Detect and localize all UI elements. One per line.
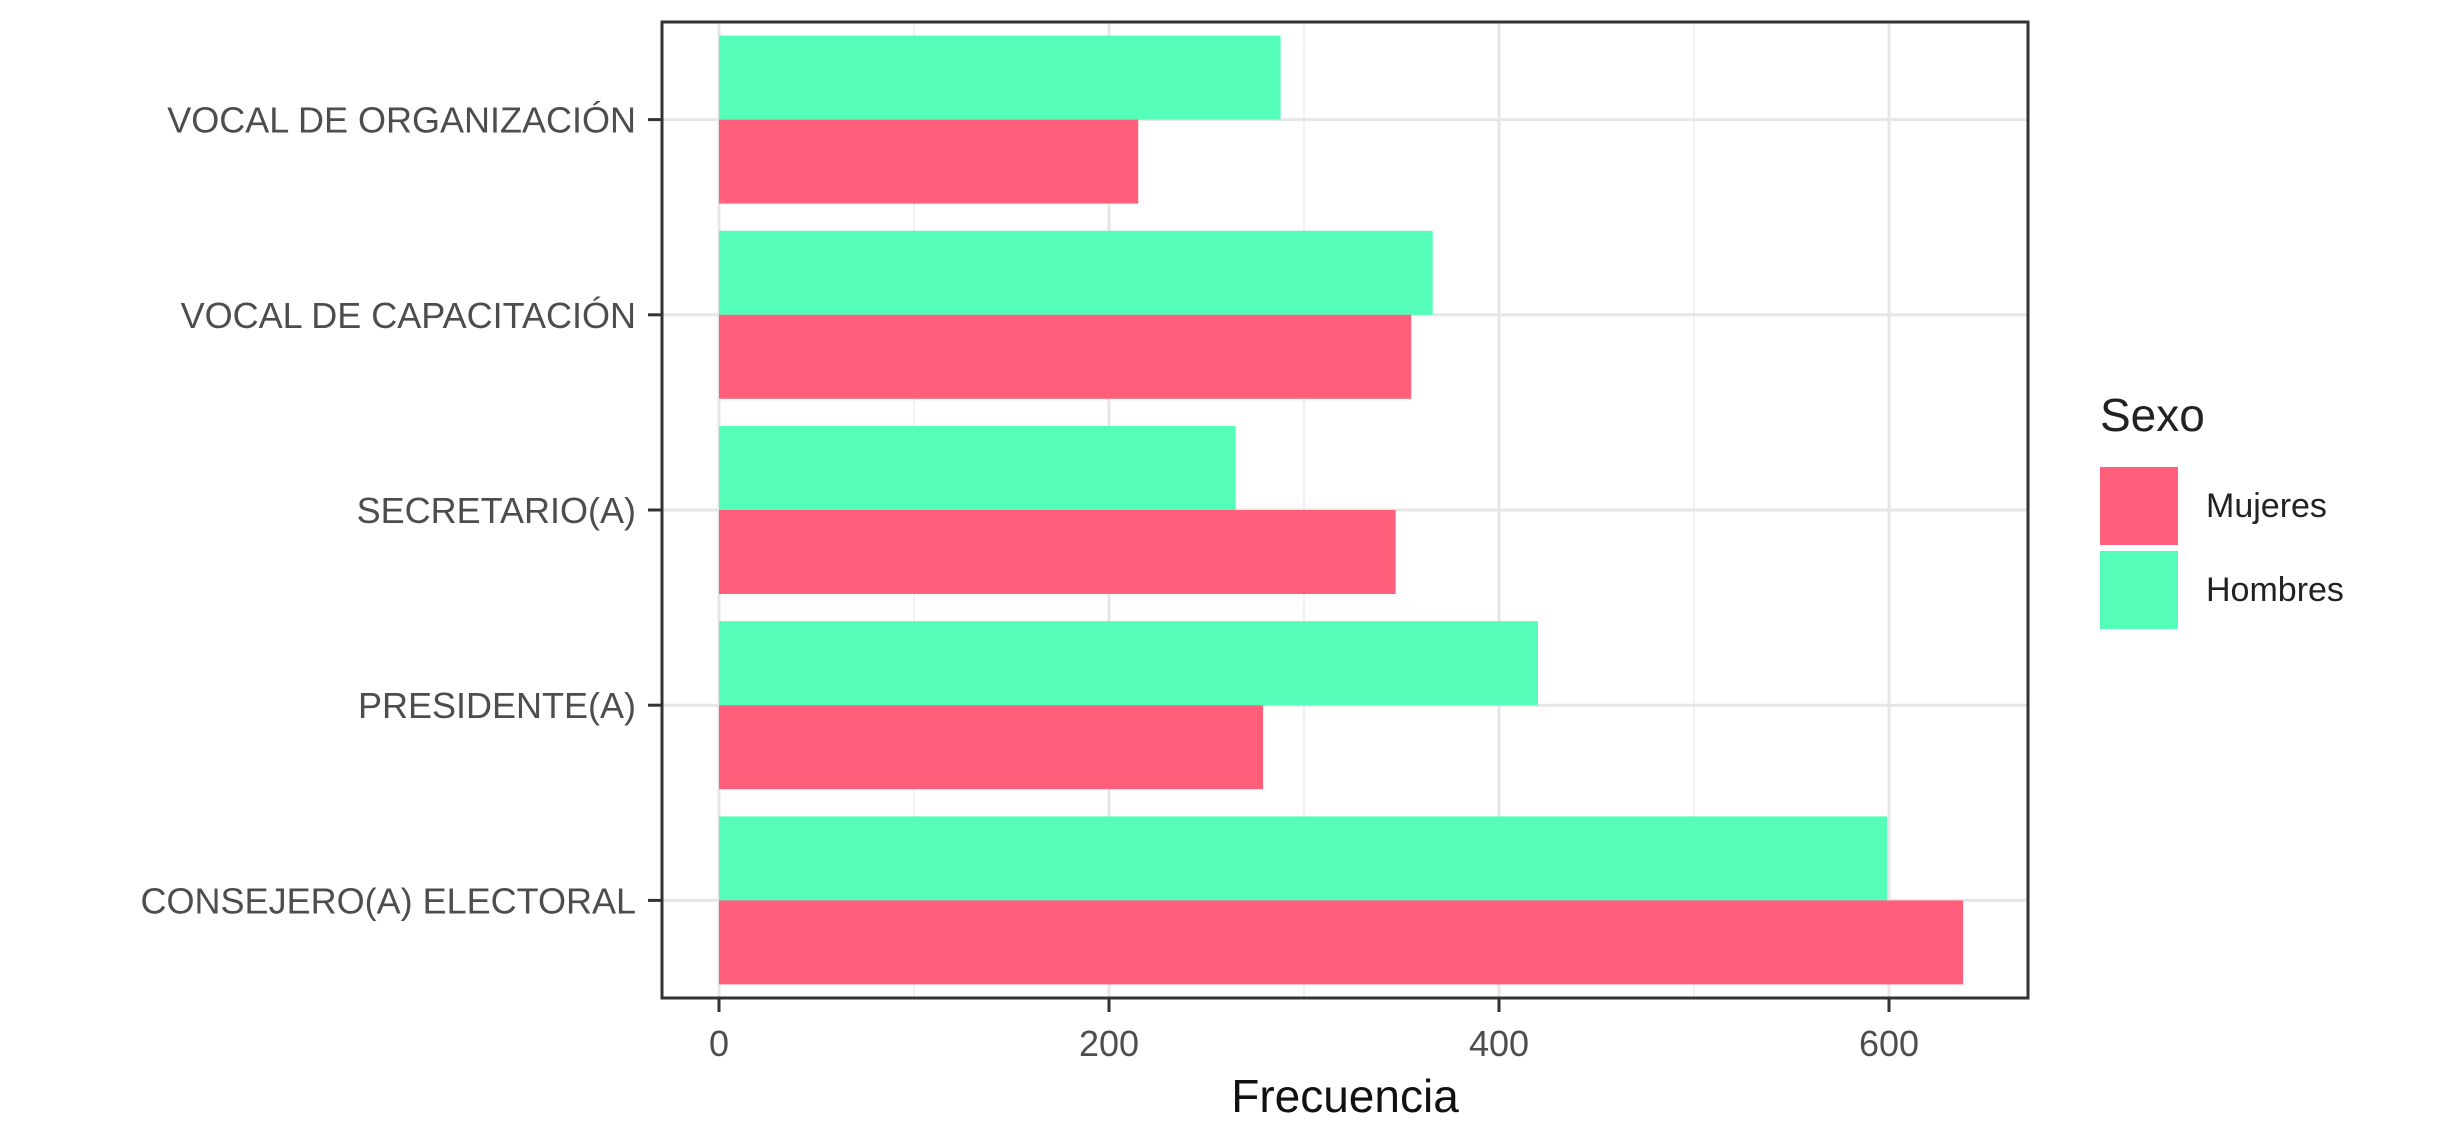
x-tick-label-600: 600: [1859, 1023, 1919, 1064]
bar-hombres-vocal-de-capacitacion: [719, 230, 1433, 315]
bar-hombres-consejero-a-electoral: [719, 816, 1888, 901]
legend-key-mujeres: [2100, 467, 2178, 545]
bar-hombres-vocal-de-organizacion: [719, 35, 1281, 120]
bar-mujeres-secretario-a: [719, 510, 1396, 594]
y-tick-label-consejero-a-electoral: CONSEJERO(A) ELECTORAL: [141, 880, 636, 921]
x-tick-label-0: 0: [709, 1023, 729, 1064]
legend-key-hombres: [2100, 551, 2178, 629]
bar-mujeres-vocal-de-capacitacion: [719, 314, 1412, 399]
legend: Sexo Mujeres Hombres: [2100, 388, 2344, 632]
legend-title: Sexo: [2100, 389, 2205, 441]
x-tick-label-200: 200: [1079, 1023, 1139, 1064]
x-tick-label-400: 400: [1469, 1023, 1529, 1064]
bar-hombres-secretario-a: [719, 426, 1236, 510]
y-tick-label-presidente-a: PRESIDENTE(A): [358, 685, 636, 726]
bar-mujeres-presidente-a: [719, 705, 1264, 790]
legend-label-hombres: Hombres: [2206, 570, 2344, 609]
bar-hombres-presidente-a: [719, 621, 1538, 706]
legend-item-hombres: Hombres: [2100, 548, 2344, 632]
panel-border: [660, 20, 2030, 1000]
y-tick-label-secretario-a: SECRETARIO(A): [357, 490, 636, 531]
legend-label-mujeres: Mujeres: [2206, 486, 2327, 525]
bar-mujeres-vocal-de-organizacion: [719, 119, 1139, 204]
y-tick-label-vocal-de-organizacion: VOCAL DE ORGANIZACIÓN: [167, 100, 636, 141]
bar-mujeres-consejero-a-electoral: [719, 900, 1964, 985]
legend-item-mujeres: Mujeres: [2100, 464, 2344, 548]
x-axis-title: Frecuencia: [1231, 1070, 1459, 1119]
y-tick-label-vocal-de-capacitacion: VOCAL DE CAPACITACIÓN: [181, 295, 636, 336]
